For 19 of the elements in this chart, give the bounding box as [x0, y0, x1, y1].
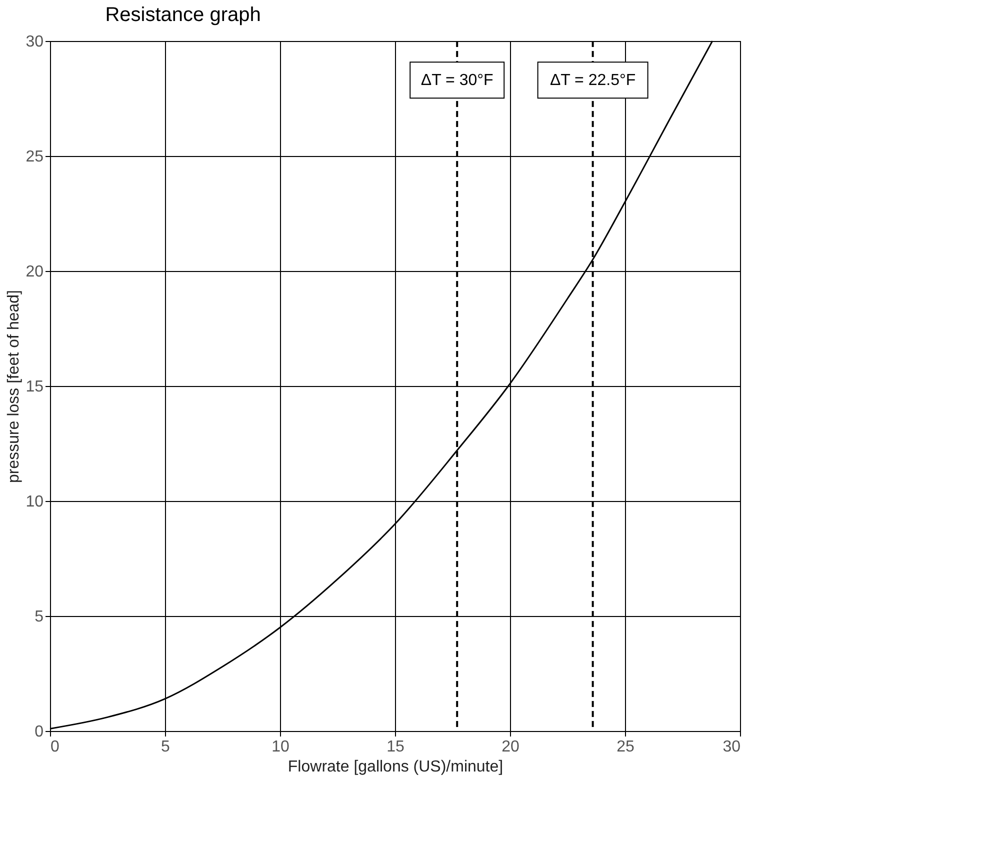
x-tick-label: 0: [50, 738, 60, 756]
y-axis-title: pressure loss [feet of head]: [6, 290, 23, 483]
x-tick-label: 15: [386, 738, 404, 756]
y-tick-label: 5: [34, 608, 44, 626]
y-tick-label: 15: [26, 378, 44, 396]
x-tick-label: 10: [272, 738, 290, 756]
x-tick-label: 5: [161, 738, 170, 756]
chart-title: Resistance graph: [105, 4, 261, 26]
annotation: ΔT = 30°F: [420, 72, 494, 90]
y-tick-label: 30: [26, 34, 44, 50]
y-tick-label: 0: [34, 724, 44, 740]
y-tick-label: 20: [26, 264, 44, 280]
annotation: ΔT = 22.5°F: [550, 72, 636, 90]
x-tick-label: 20: [502, 738, 520, 756]
x-axis-title: Flowrate [gallons (US)/minute]: [288, 758, 504, 776]
y-tick-label: 25: [26, 148, 44, 166]
y-tick-label: 10: [26, 494, 44, 510]
x-tick-label: 25: [616, 738, 634, 756]
x-tick-label: 30: [722, 738, 741, 756]
